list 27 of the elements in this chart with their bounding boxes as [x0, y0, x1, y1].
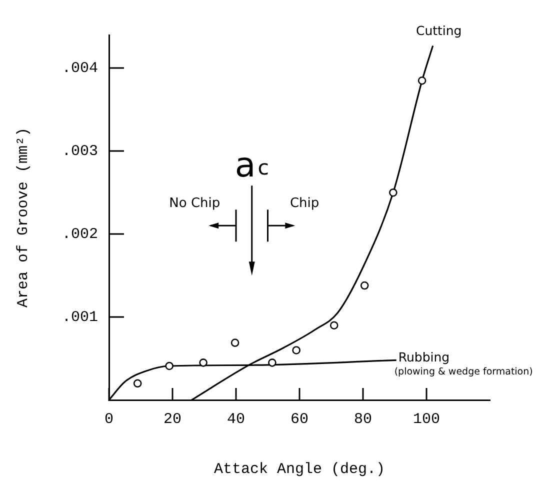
- x-tick-label: 0: [104, 410, 114, 428]
- point: [360, 281, 369, 290]
- y-tick-label: .002: [62, 226, 98, 244]
- point: [292, 346, 300, 354]
- x-tick-label: 60: [290, 410, 309, 428]
- point: [165, 362, 174, 370]
- x-tick-label: 40: [226, 410, 246, 428]
- point: [389, 188, 398, 197]
- x-axis-title: Attack Angle (deg.): [214, 460, 386, 478]
- point: [268, 358, 276, 367]
- x-tick-label: 80: [354, 410, 372, 428]
- point: [418, 76, 426, 85]
- point: [133, 379, 142, 388]
- annotation: No Chip: [169, 196, 220, 211]
- point: [230, 338, 240, 347]
- x-tick-label: 100: [412, 410, 440, 428]
- annotation: (plowing & wedge formation): [394, 366, 533, 378]
- annotation: Chip: [290, 196, 320, 211]
- series-label: Rubbing: [398, 349, 450, 364]
- y-tick-label: .004: [62, 60, 98, 78]
- y-tick-label: .001: [62, 309, 98, 326]
- series-label: Cutting: [416, 23, 462, 38]
- point: [199, 358, 208, 367]
- x-tick-label: 20: [163, 410, 182, 428]
- y-axis-title: Area of Groove (mm²): [14, 127, 32, 308]
- y-tick-label: .003: [62, 143, 98, 160]
- point: [330, 321, 338, 330]
